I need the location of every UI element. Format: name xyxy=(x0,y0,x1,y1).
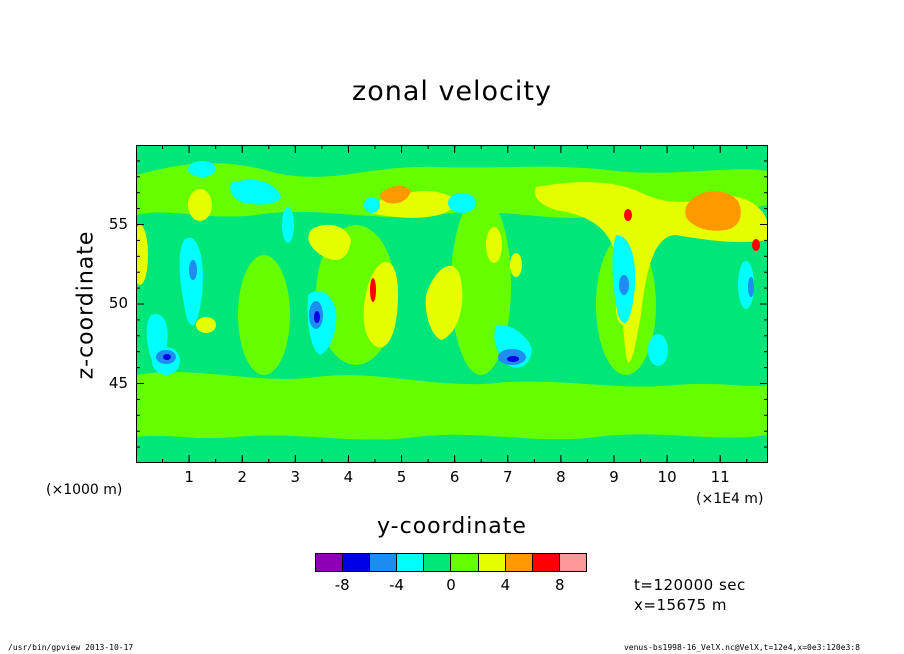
colorbar xyxy=(315,553,587,572)
footer-right: venus-bs1998-16_VelX.nc@VelX,t=12e4,x=0e… xyxy=(623,643,860,652)
colorbar-box xyxy=(316,554,344,571)
colorbar-box xyxy=(505,554,533,571)
position-info: x=15675 m xyxy=(634,596,728,614)
x-tick-label: 2 xyxy=(237,468,247,486)
x-axis-label: y-coordinate xyxy=(377,514,527,539)
colorbar-tick-label: -8 xyxy=(334,576,350,594)
x-tick-label: 8 xyxy=(556,468,566,486)
x-tick-label: 10 xyxy=(657,468,677,486)
y-axis-label: z-coordinate xyxy=(73,230,99,380)
colorbar-tick-label: 0 xyxy=(446,576,456,594)
footer-left: /usr/bin/gpview 2013-10-17 xyxy=(8,643,134,652)
colorbar-box xyxy=(532,554,560,571)
x-tick-label: 11 xyxy=(710,468,730,486)
colorbar-box xyxy=(478,554,506,571)
contour-plot xyxy=(136,145,768,463)
x-tick-label: 4 xyxy=(343,468,354,486)
colorbar-box xyxy=(559,554,586,571)
colorbar-box xyxy=(397,554,425,571)
x-tick-label: 3 xyxy=(290,468,301,486)
x-tick-label: 1 xyxy=(184,468,194,486)
colorbar-tick-label: -4 xyxy=(389,576,405,594)
x-unit-label-left: (×1000 m) xyxy=(46,482,123,498)
y-tick-label: 45 xyxy=(108,373,128,392)
time-info: t=120000 sec xyxy=(634,576,746,594)
level-high-regions xyxy=(370,209,760,302)
x-tick-label: 9 xyxy=(609,468,619,486)
x-tick-label: 5 xyxy=(396,468,407,486)
x-tick-label: 6 xyxy=(449,468,460,486)
colorbar-box xyxy=(343,554,371,571)
level-neg8-neg6-regions xyxy=(163,311,519,362)
x-unit-label-right: (×1E4 m) xyxy=(696,491,764,507)
x-tick-label: 7 xyxy=(502,468,513,486)
y-tick-label: 50 xyxy=(108,294,128,312)
y-tick-label: 55 xyxy=(108,214,128,233)
colorbar-box xyxy=(370,554,398,571)
chart-title: zonal velocity xyxy=(352,76,552,107)
colorbar-box xyxy=(451,554,479,571)
colorbar-tick-label: 4 xyxy=(500,576,511,594)
colorbar-tick-label: 8 xyxy=(555,576,565,594)
level-6-8-regions xyxy=(380,185,741,231)
colorbar-box xyxy=(424,554,452,571)
